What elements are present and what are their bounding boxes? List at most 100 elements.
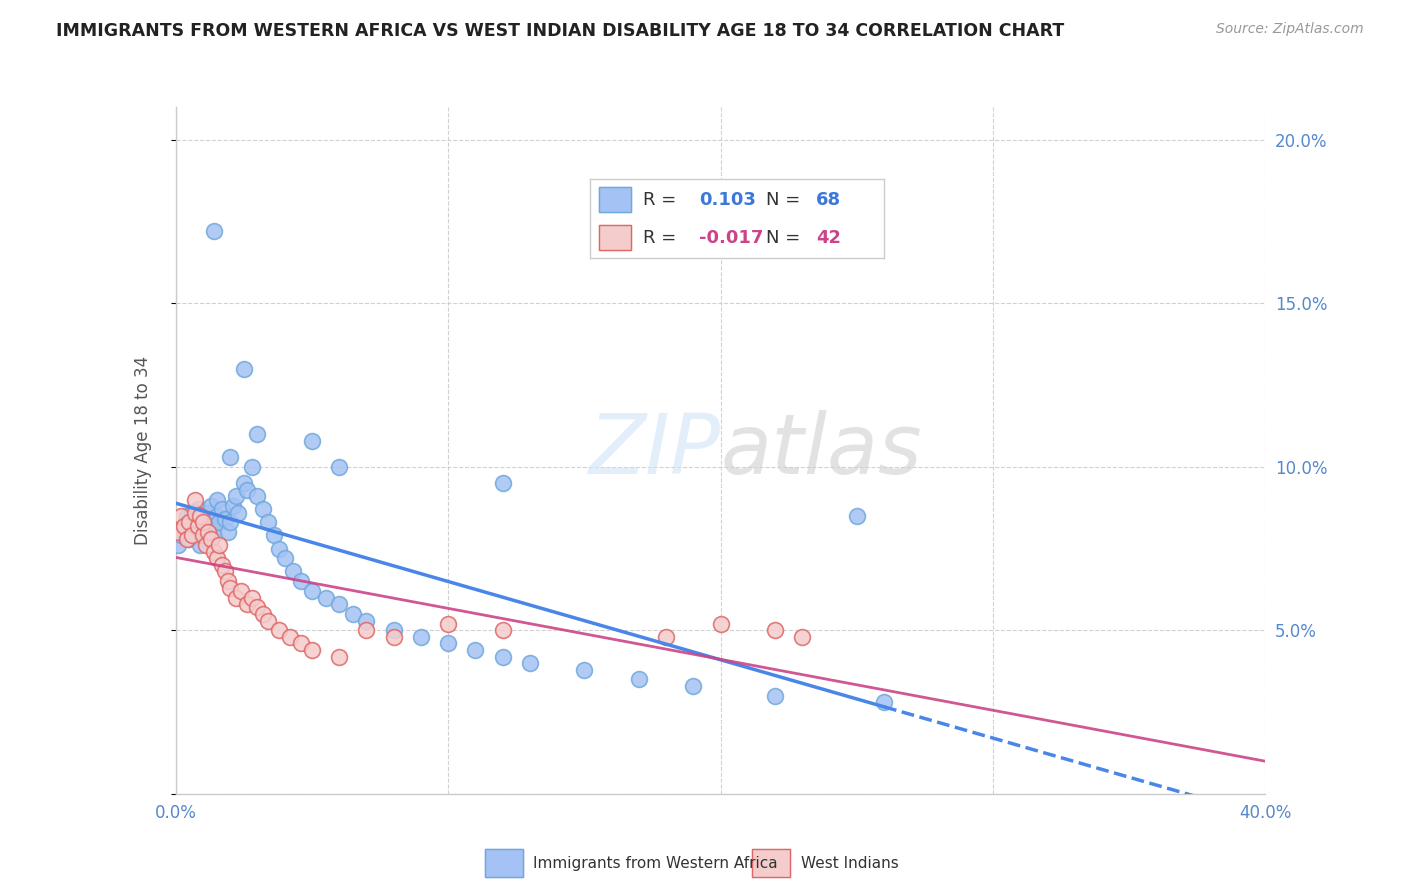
Point [710, 616, 733, 631]
Point [184, 512, 207, 526]
Point [342, 607, 364, 621]
Point [231, 584, 253, 599]
Point [219, 516, 242, 530]
Point [188, 508, 211, 523]
Point [217, 525, 239, 540]
Point [382, 630, 405, 644]
Point [202, 545, 225, 559]
Point [191, 516, 214, 530]
Bar [752, 849, 790, 877]
Point [219, 450, 242, 464]
Point [208, 538, 231, 552]
Point [222, 499, 245, 513]
Point [173, 518, 195, 533]
Point [627, 673, 650, 687]
FancyBboxPatch shape [599, 187, 631, 212]
Point [269, 541, 291, 556]
Point [382, 624, 405, 638]
Point [211, 558, 233, 572]
Point [208, 516, 231, 530]
Point [252, 502, 274, 516]
Point [225, 591, 247, 605]
Point [202, 224, 225, 238]
Text: N =: N = [766, 228, 806, 246]
Text: Source: ZipAtlas.com: Source: ZipAtlas.com [1216, 22, 1364, 37]
Text: -0.017: -0.017 [699, 228, 763, 246]
Point [464, 643, 486, 657]
Point [574, 663, 596, 677]
Text: 0.103: 0.103 [699, 191, 755, 209]
Point [214, 512, 236, 526]
Point [281, 565, 304, 579]
Point [246, 427, 269, 442]
Point [170, 528, 193, 542]
Bar [485, 849, 523, 877]
Text: Immigrants from Western Africa: Immigrants from Western Africa [533, 855, 778, 871]
Point [211, 502, 233, 516]
Point [188, 516, 211, 530]
Point [194, 532, 217, 546]
Text: atlas: atlas [721, 410, 922, 491]
Point [492, 649, 515, 664]
Point [252, 607, 274, 621]
Point [197, 528, 219, 542]
Point [328, 597, 350, 611]
Point [274, 551, 297, 566]
Point [217, 574, 239, 589]
Point [232, 361, 254, 376]
Point [181, 522, 204, 536]
Point [194, 538, 217, 552]
Point [197, 525, 219, 540]
Point [170, 508, 193, 523]
Bar [752, 849, 790, 877]
Point [437, 636, 460, 650]
Point [179, 516, 201, 530]
Point [200, 499, 222, 513]
Text: 68: 68 [817, 191, 841, 209]
Point [205, 508, 228, 523]
Point [492, 476, 515, 491]
Point [235, 597, 257, 611]
Point [240, 591, 263, 605]
Point [186, 525, 209, 540]
Point [873, 695, 896, 709]
Point [519, 656, 541, 670]
Point [269, 624, 291, 638]
Point [219, 581, 242, 595]
Point [232, 476, 254, 491]
Point [246, 600, 269, 615]
Point [263, 528, 285, 542]
Point [191, 525, 214, 540]
Point [179, 532, 201, 546]
Point [328, 459, 350, 474]
FancyBboxPatch shape [599, 225, 631, 251]
Text: R =: R = [643, 191, 682, 209]
Point [191, 508, 214, 523]
Y-axis label: Disability Age 18 to 34: Disability Age 18 to 34 [134, 356, 152, 545]
Point [167, 538, 190, 552]
Point [179, 516, 201, 530]
Point [191, 528, 214, 542]
Bar [485, 849, 523, 877]
Point [200, 532, 222, 546]
Point [186, 518, 209, 533]
Point [186, 502, 209, 516]
Text: N =: N = [766, 191, 806, 209]
Point [437, 616, 460, 631]
Text: IMMIGRANTS FROM WESTERN AFRICA VS WEST INDIAN DISABILITY AGE 18 TO 34 CORRELATIO: IMMIGRANTS FROM WESTERN AFRICA VS WEST I… [56, 22, 1064, 40]
Point [188, 538, 211, 552]
Point [246, 489, 269, 503]
Point [173, 518, 195, 533]
Text: ZIP: ZIP [589, 410, 721, 491]
Point [184, 528, 207, 542]
Point [214, 565, 236, 579]
Point [167, 525, 190, 540]
Point [315, 591, 337, 605]
Point [290, 636, 312, 650]
Point [356, 614, 378, 628]
Point [845, 508, 868, 523]
Point [492, 624, 515, 638]
Point [194, 518, 217, 533]
Point [200, 518, 222, 533]
Point [409, 630, 432, 644]
